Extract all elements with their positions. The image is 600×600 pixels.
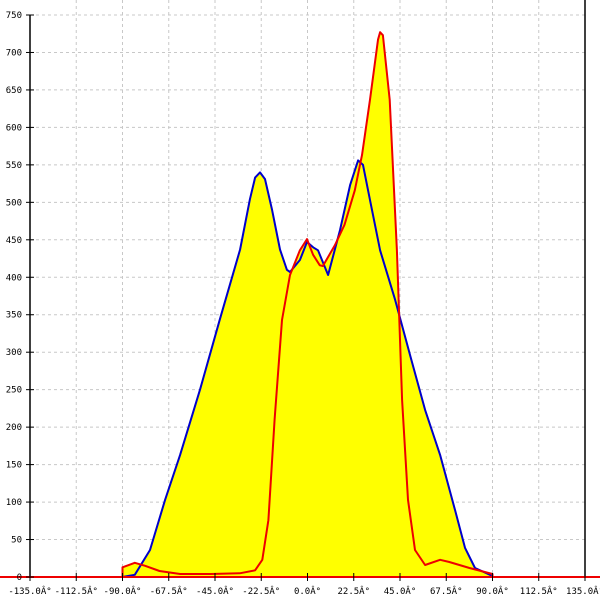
y-tick-label: 550: [6, 161, 22, 171]
x-tick-label: 135.0Â°: [566, 585, 600, 597]
x-tick-label: -45.0Â°: [196, 585, 234, 597]
y-tick-label: 400: [6, 273, 22, 283]
x-tick-label: 22.5Â°: [337, 585, 370, 597]
y-tick-label: 350: [6, 311, 22, 321]
y-tick-label: 250: [6, 386, 22, 396]
x-tick-label: -90.0Â°: [104, 585, 142, 597]
y-tick-label: 100: [6, 498, 22, 508]
y-tick-label: 650: [6, 86, 22, 96]
series-2-line: [121, 31, 494, 577]
x-tick-label: 67.5Â°: [430, 585, 463, 597]
axes: [0, 0, 600, 581]
x-tick-label: 90.0Â°: [476, 585, 509, 597]
x-tick-label: -22.5Â°: [242, 585, 280, 597]
y-tick-label: 750: [6, 11, 22, 21]
y-tick-label: 700: [6, 48, 22, 58]
x-tick-label: -67.5Â°: [150, 585, 188, 597]
y-tick-labels: 0 50 100 150 200 250 300 350 400 450 500 550 600 650 7…: [6, 11, 22, 583]
x-tick-label: -112.5Â°: [55, 585, 98, 597]
y-tick-label: 600: [6, 123, 22, 133]
y-tick-label: 150: [6, 461, 22, 471]
x-tick-label: 112.5Â°: [520, 585, 558, 597]
x-tick-label: 45.0Â°: [384, 585, 417, 597]
y-tick-label: 500: [6, 198, 22, 208]
y-tick-label: 200: [6, 423, 22, 433]
y-tick-label: 300: [6, 348, 22, 358]
series-2-area: [122, 32, 493, 577]
y-tick-label: 0: [17, 573, 22, 583]
y-tick-label: 450: [6, 236, 22, 246]
series-lines: [121, 31, 494, 578]
x-tick-label: 0.0Â°: [294, 585, 321, 597]
x-tick-label: -135.0Â°: [8, 585, 51, 597]
y-tick-label: 50: [11, 536, 22, 546]
area-fills: [122, 32, 493, 577]
x-tick-labels: -135.0Â° -112.5Â° -90.0Â° -67.5Â° -45.0Â° -22…: [8, 585, 600, 597]
